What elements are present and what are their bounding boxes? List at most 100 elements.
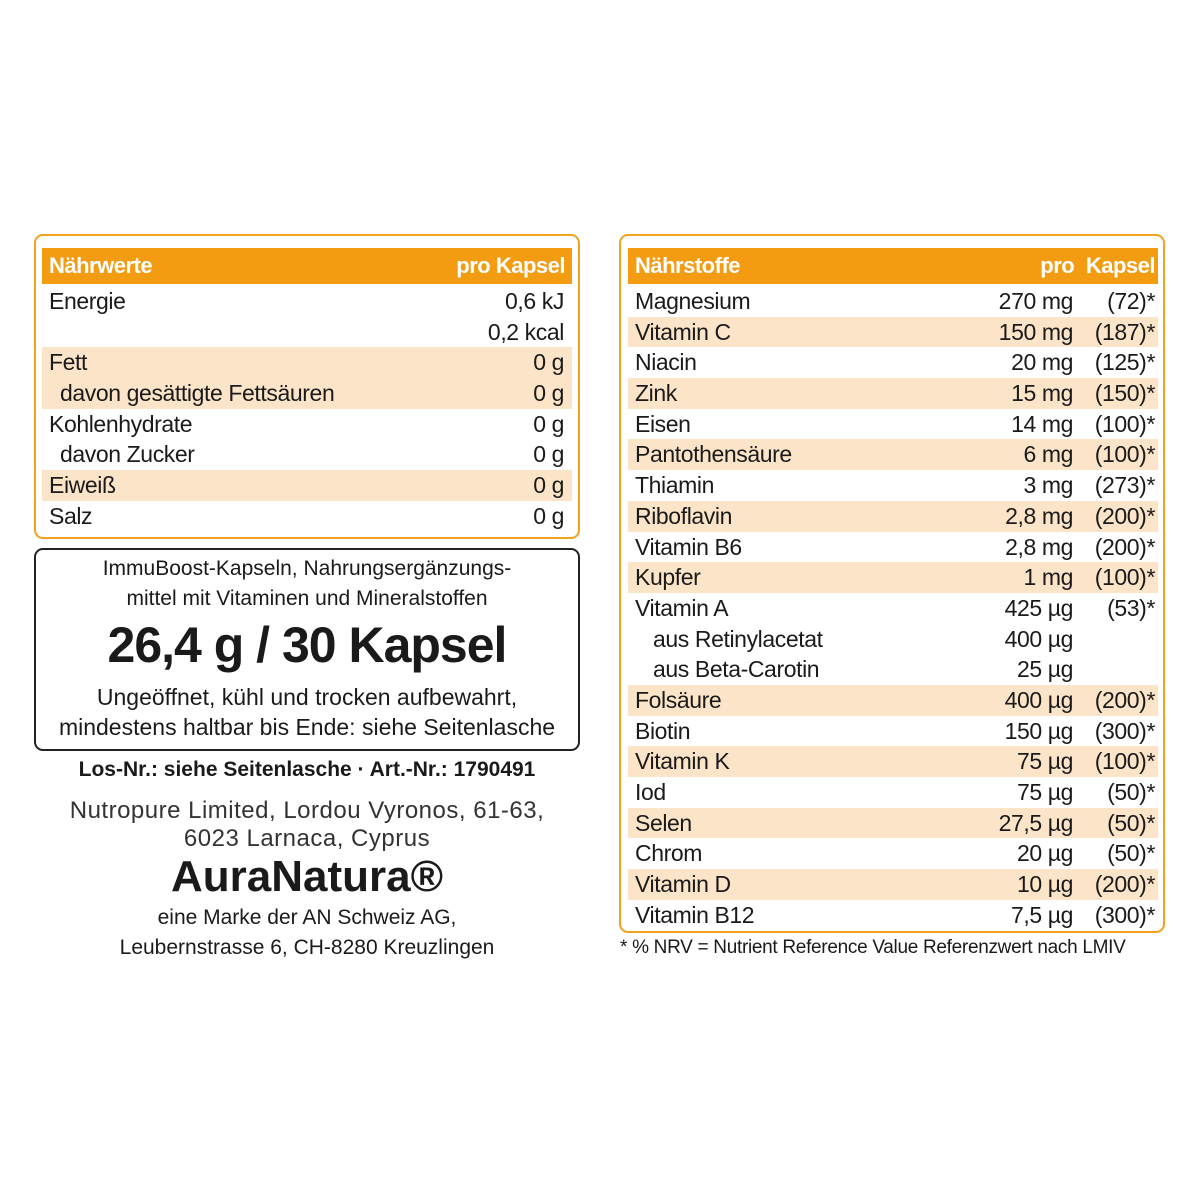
table-row: Vitamin D 10 µg (200)* [628, 869, 1158, 900]
nutrient-name: aus Beta-Carotin [653, 656, 820, 683]
nutrient-nrv: (300)* [1094, 901, 1156, 928]
header-label: Nährwerte [49, 253, 153, 278]
table-row: Magnesium 270 mg (72)* [628, 286, 1158, 317]
nutrient-name: Pantothensäure [635, 441, 792, 468]
product-info-box: ImmuBoost-Kapseln, Nahrungsergänzungs- m… [34, 548, 580, 751]
nutrient-amount: 425 µg [1004, 594, 1074, 621]
nutrient-rows: Magnesium 270 mg (72)* Vitamin C 150 mg (187)… [628, 286, 1158, 930]
nutrient-nrv: (50)* [1107, 809, 1155, 836]
nutrient-amount: 6 mg [1023, 441, 1073, 468]
row-value: 0 g [533, 380, 564, 407]
nutrient-amount: 10 µg [1016, 871, 1073, 898]
nutrient-amount: 400 µg [1004, 686, 1074, 713]
table-row: Niacin 20 mg (125)* [628, 347, 1158, 378]
nutrient-nrv: (200)* [1094, 871, 1156, 898]
table-row: Salz 0 g [42, 501, 572, 532]
table-row: Folsäure 400 µg (200)* [628, 684, 1158, 716]
nutrient-name: Vitamin D [635, 871, 731, 898]
table-row: Fett 0 g [42, 347, 572, 379]
brand-logo: AuraNatura® [170, 852, 444, 901]
nutrient-name: Biotin [635, 717, 691, 744]
table-row: davon Zucker 0 g [42, 439, 572, 470]
nutrient-nrv: (150)* [1094, 380, 1156, 407]
nutrient-name: Eisen [635, 410, 691, 437]
row-value: 0,6 kJ [505, 288, 564, 314]
storage-line-1: Ungeöffnet, kühl und trocken aufbewahrt, [96, 684, 518, 710]
table-row: Eiweiß 0 g [42, 470, 572, 501]
nutrient-name: Niacin [635, 349, 697, 376]
row-label: davon gesättigte Fettsäuren [60, 380, 335, 407]
nutrient-name: Riboflavin [635, 502, 732, 529]
nutrient-name: Vitamin B12 [635, 901, 755, 928]
table-row: 0,2 kcal [42, 317, 572, 348]
nutrient-amount: 75 µg [1016, 779, 1073, 805]
row-value: 0 g [533, 410, 564, 437]
nutrient-nrv: (100)* [1094, 441, 1156, 468]
nutrient-nrv: (200)* [1094, 686, 1156, 713]
table-row: Selen 27,5 µg (50)* [628, 807, 1158, 839]
header-label: Nährstoffe [635, 253, 741, 278]
nutrient-name: Thiamin [635, 472, 715, 499]
nutrient-amount: 20 mg [1011, 349, 1073, 376]
row-label: Eiweiß [49, 472, 116, 499]
net-quantity: 26,4 g / 30 Kapsel [107, 617, 508, 673]
table-row: Vitamin C 150 mg (187)* [628, 316, 1158, 348]
manufacturer-line-2: 6023 Larnaca, Cyprus [183, 825, 431, 852]
table-row: Pantothensäure 6 mg (100)* [628, 439, 1158, 471]
nutrient-amount: 2,8 mg [1005, 533, 1073, 560]
nutrient-nrv: (125)* [1094, 349, 1156, 376]
nutrient-name: Vitamin B6 [635, 533, 742, 560]
nutrient-amount: 1 mg [1023, 564, 1073, 591]
table-row: Zink 15 mg (150)* [628, 378, 1158, 409]
nutrition-facts-table: Nährwerte pro Kapsel Energie 0,6 kJ 0,2 kc… [34, 234, 580, 539]
nutrient-name: Magnesium [635, 288, 751, 314]
storage-line-2: mindestens haltbar bis Ende: siehe Seite… [58, 714, 556, 740]
header-per-capsule: pro Kapsel [1040, 253, 1155, 278]
table-row: Energie 0,6 kJ [42, 286, 572, 317]
table-row: Chrom 20 µg (50)* [628, 838, 1158, 869]
nutrient-amount: 7,5 µg [1010, 901, 1073, 928]
nutrient-amount: 150 µg [1004, 717, 1074, 744]
lot-number: Los-Nr.: siehe Seitenlasche · Art.-Nr.: … [78, 758, 536, 781]
nutrient-amount: 27,5 µg [998, 809, 1074, 836]
nutrient-name: Kupfer [635, 564, 701, 591]
row-value: 0 g [533, 349, 564, 376]
table-row: Kupfer 1 mg (100)* [628, 562, 1158, 593]
nutrient-nrv: (300)* [1094, 717, 1156, 744]
nutrient-nrv: (50)* [1107, 779, 1155, 805]
nutrient-name: Vitamin C [635, 318, 731, 345]
row-value: 0 g [533, 472, 564, 499]
table-row: Vitamin A 425 µg (53)* [628, 593, 1158, 624]
manufacturer-line-1: Nutropure Limited, Lordou Vyronos, 61-63… [69, 797, 545, 824]
nutrient-name: Chrom [635, 840, 703, 867]
nutrient-name: Zink [635, 380, 677, 407]
table-row: Kohlenhydrate 0 g [42, 409, 572, 440]
row-value: 0 g [533, 502, 564, 529]
nutrient-nrv: (187)* [1094, 318, 1156, 345]
nutrient-nrv: (53)* [1107, 594, 1155, 621]
nutrient-name: Folsäure [635, 686, 722, 713]
nutrient-amount: 3 mg [1023, 472, 1073, 499]
table-row: Thiamin 3 mg (273)* [628, 470, 1158, 501]
brand-line-2: Leubernstrasse 6, CH-8280 Kreuzlingen [119, 936, 495, 959]
table-row: aus Retinylacetat 400 µg [628, 624, 1158, 655]
product-description-2: mittel mit Vitaminen und Mineralstoffen [126, 587, 488, 610]
table-row: Vitamin K 75 µg (100)* [628, 746, 1158, 777]
row-value: 0,2 kcal [487, 318, 564, 345]
table-row: Biotin 150 µg (300)* [628, 716, 1158, 747]
nutrient-name: Selen [635, 809, 692, 836]
table-row: Iod 75 µg (50)* [628, 777, 1158, 808]
header-per-capsule: pro Kapsel [456, 253, 565, 278]
row-value: 0 g [533, 441, 564, 468]
row-label: Fett [49, 349, 88, 376]
nutrient-nrv: (72)* [1107, 288, 1155, 314]
nutrient-amount: 14 mg [1011, 410, 1073, 437]
row-label: Kohlenhydrate [49, 410, 193, 437]
row-label: Salz [49, 502, 93, 529]
table-header: Nährwerte pro Kapsel [42, 248, 572, 284]
nutrient-amount: 25 µg [1016, 656, 1073, 683]
nutrient-amount: 75 µg [1016, 748, 1073, 775]
table-row: aus Beta-Carotin 25 µg [628, 654, 1158, 685]
nutrient-name: Vitamin A [635, 594, 729, 621]
table-row: Vitamin B6 2,8 mg (200)* [628, 532, 1158, 563]
